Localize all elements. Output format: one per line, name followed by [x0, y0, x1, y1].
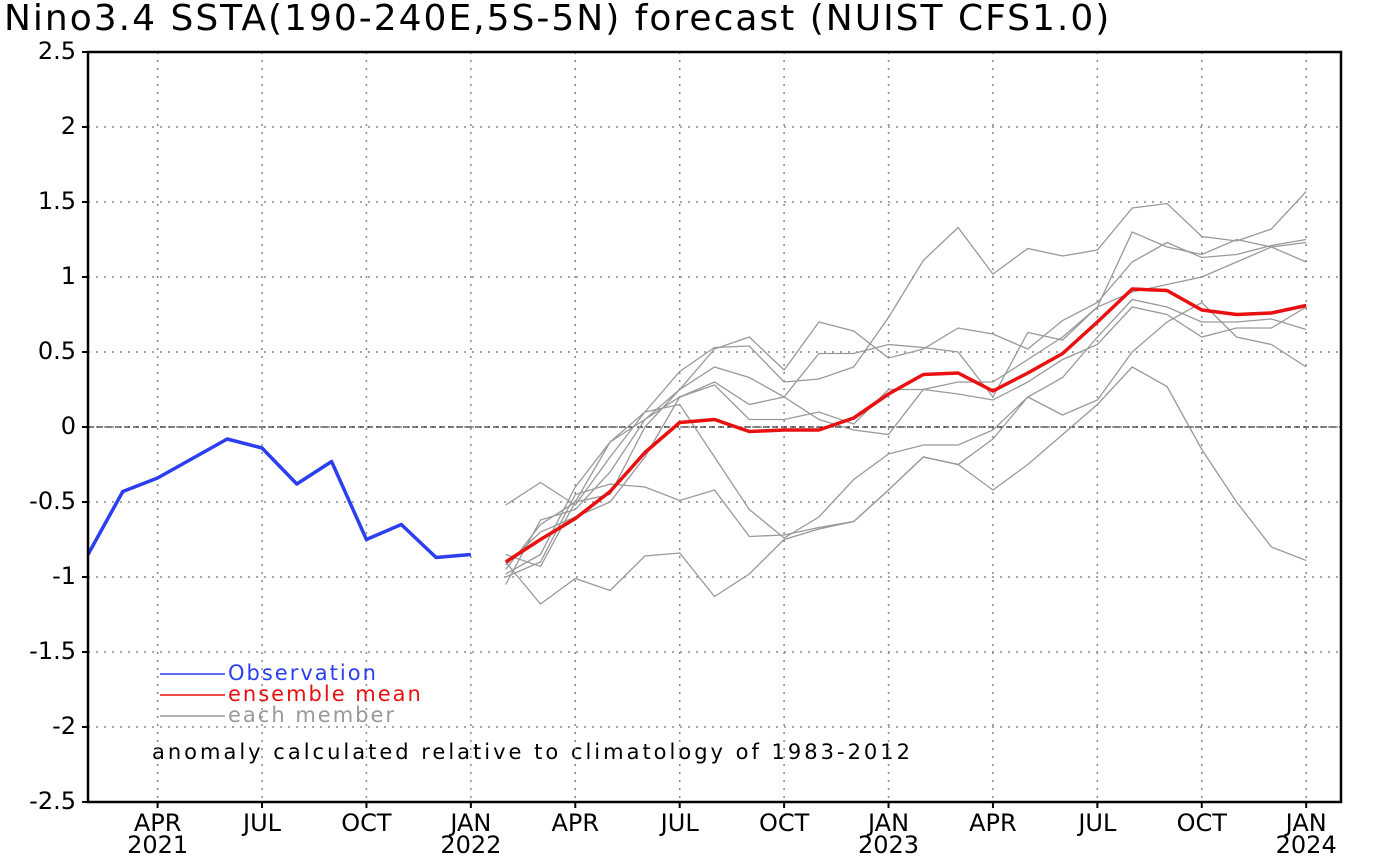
annotation: anomaly calculated relative to climatolo… [152, 740, 913, 764]
legend-label: each member [228, 703, 396, 727]
x-year-label: 2022 [440, 831, 501, 858]
x-tick-label: JUL [659, 809, 700, 837]
x-tick-label: APR [551, 809, 599, 837]
plot-frame [86, 50, 1343, 804]
x-year-label: 2021 [127, 831, 188, 858]
y-tick-label: 0 [61, 412, 76, 440]
y-tick-label: -1.5 [29, 637, 76, 665]
observation-line [86, 437, 472, 560]
member-line [505, 238, 1307, 570]
x-tick-label: JUL [241, 809, 282, 837]
y-tick-label: 2.5 [38, 37, 76, 65]
x-tick-label: APR [134, 809, 182, 837]
x-tick-label: JAN [1284, 809, 1327, 837]
x-year-label: 2023 [858, 831, 919, 858]
x-tick-label: OCT [1177, 809, 1228, 837]
chart-title: Nino3.4 SSTA(190-240E,5S-5N) forecast (N… [4, 0, 1111, 39]
x-tick-label: APR [969, 809, 1017, 837]
member-line [505, 301, 1307, 605]
x-tick-label: JAN [866, 809, 909, 837]
legend-label: ensemble mean [228, 682, 423, 706]
y-tick-label: -1 [52, 562, 76, 590]
y-tick-label: 0.5 [38, 337, 76, 365]
x-tick-label: OCT [341, 809, 392, 837]
y-tick-label: 2 [61, 112, 76, 140]
y-tick-label: -2.5 [29, 787, 76, 815]
x-tick-label: OCT [759, 809, 810, 837]
x-year-label: 2024 [1276, 831, 1337, 858]
legend-label: Observation [228, 661, 378, 685]
y-tick-label: 1.5 [38, 187, 76, 215]
member-line [505, 306, 1307, 585]
member-line [505, 191, 1307, 506]
member-line [505, 298, 1307, 575]
y-tick-label: -2 [52, 712, 76, 740]
x-tick-label: JAN [448, 809, 491, 837]
y-tick-label: 1 [61, 262, 76, 290]
mean-line [504, 287, 1307, 564]
y-tick-label: -0.5 [29, 487, 76, 515]
member-line [505, 241, 1307, 566]
x-tick-label: JUL [1076, 809, 1117, 837]
member-line [505, 231, 1307, 568]
